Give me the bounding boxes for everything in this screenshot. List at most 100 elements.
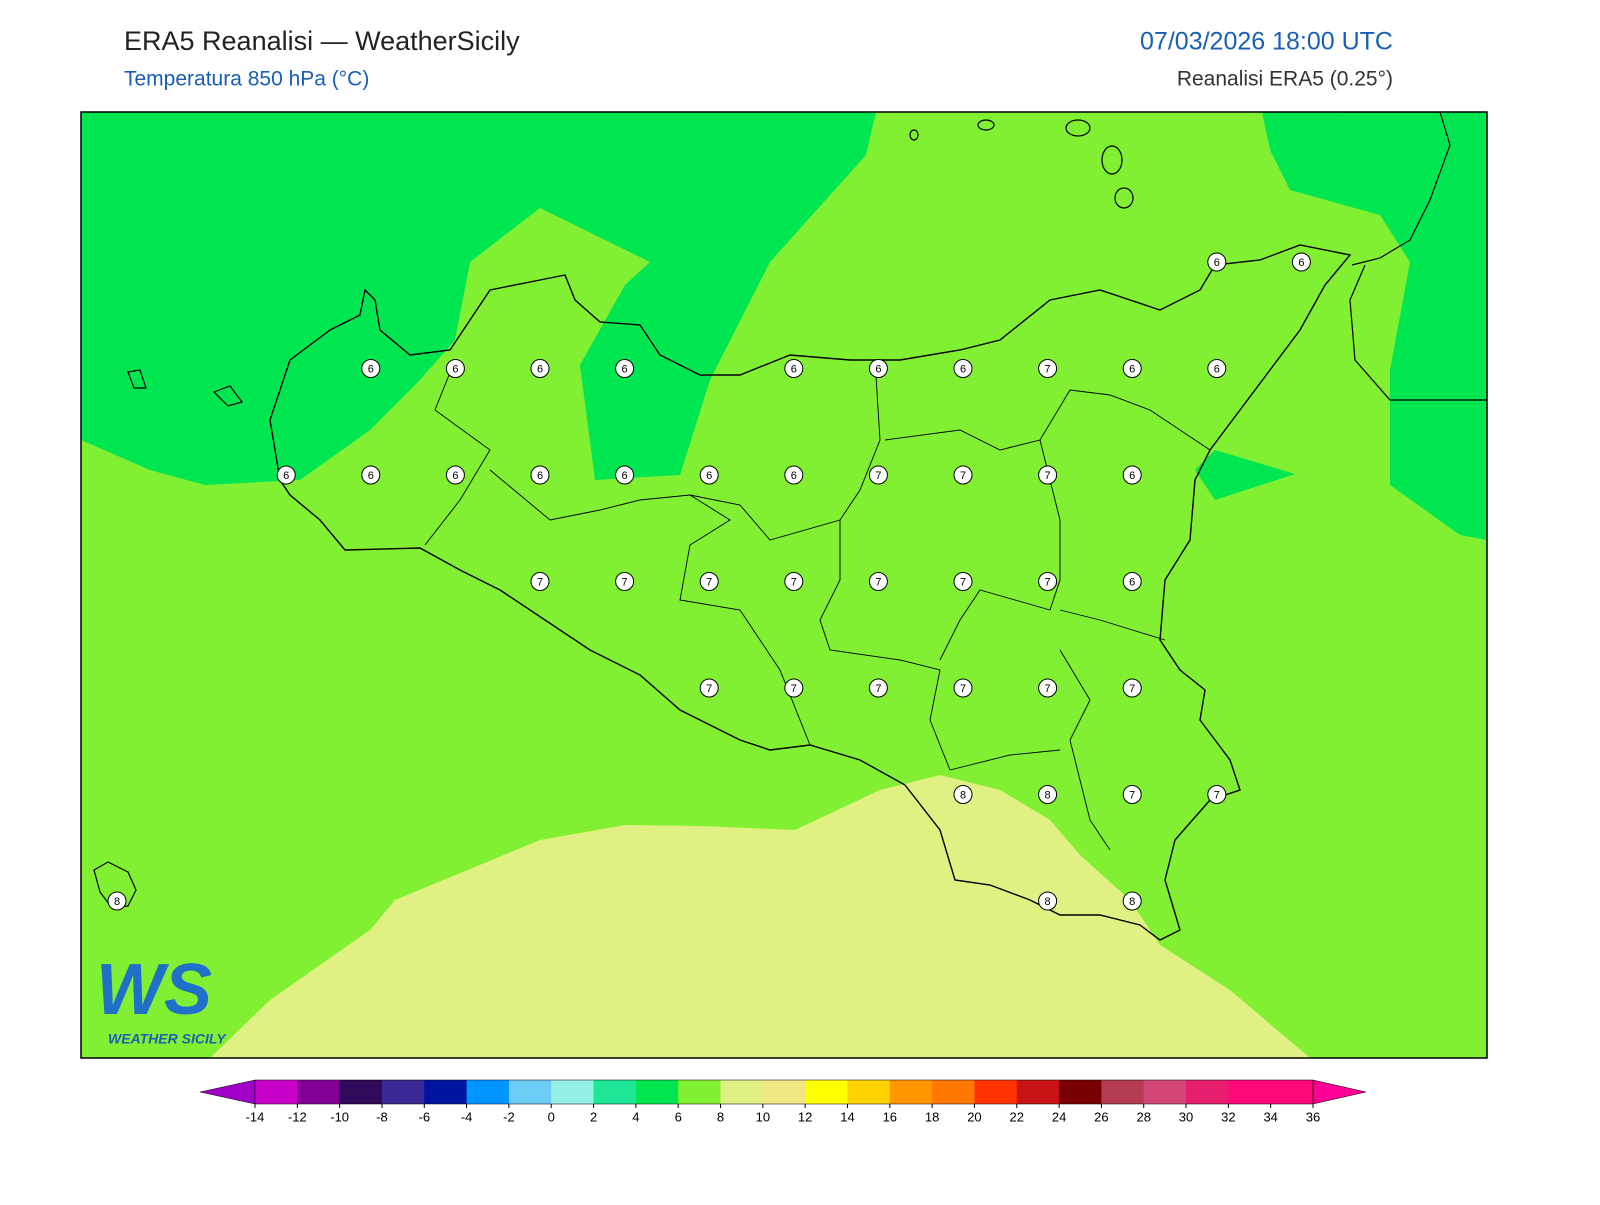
station-value: 6 <box>791 470 797 482</box>
station-value: 7 <box>960 470 966 482</box>
station-value: 6 <box>960 363 966 375</box>
station-marker <box>953 465 973 485</box>
station-value: 7 <box>1045 576 1051 588</box>
station-value: 8 <box>1045 896 1051 908</box>
station-value: 8 <box>1129 896 1135 908</box>
station-marker <box>953 678 973 698</box>
station-value: 6 <box>875 363 881 375</box>
station-marker <box>1122 465 1142 485</box>
colorbar-bin <box>255 1080 298 1104</box>
colorbar-tick-label: 14 <box>840 1109 854 1124</box>
colorbar-tick-label: 0 <box>548 1109 555 1124</box>
station-value: 7 <box>1214 789 1220 801</box>
station-value: 7 <box>1045 363 1051 375</box>
colorbar-bin <box>889 1080 933 1104</box>
station-value: 6 <box>1214 363 1220 375</box>
colorbar-tick-label: -14 <box>246 1109 265 1124</box>
station-marker <box>1038 465 1058 485</box>
station-marker <box>1122 891 1142 911</box>
logo: WS WEATHER SICILY <box>96 950 227 1047</box>
station-value: 7 <box>875 683 881 695</box>
station-marker <box>784 465 804 485</box>
station-value: 6 <box>706 470 712 482</box>
islands <box>93 119 1134 909</box>
colorbar-tick-label: 20 <box>967 1109 981 1124</box>
station-value: 7 <box>875 470 881 482</box>
station-value: 7 <box>622 576 628 588</box>
colorbar-tick-label: -6 <box>418 1109 430 1124</box>
colorbar-bin <box>1228 1080 1272 1104</box>
station-marker <box>868 572 888 591</box>
station-value: 7 <box>1129 683 1135 695</box>
field-4-6 <box>1262 112 1487 540</box>
colorbar: -14 -12 -10 -8 -6 -4 -2 0 2 4 6 8 10 12 14 16 18 20 22 24 26… <box>199 1079 1367 1124</box>
field-8-10 <box>210 775 1310 1058</box>
station-value: 6 <box>1129 363 1135 375</box>
logo-mark: WS <box>96 950 212 1030</box>
colorbar-tick-label: -2 <box>503 1109 515 1124</box>
colorbar-bin <box>1270 1080 1314 1104</box>
station-value: 6 <box>452 470 458 482</box>
colorbar-bin <box>297 1080 341 1104</box>
colorbar-bin <box>593 1080 637 1104</box>
colorbar-tick-label: 24 <box>1052 1109 1066 1124</box>
station-marker <box>530 359 550 378</box>
station-marker <box>107 891 127 911</box>
colorbar-tick-label: 6 <box>675 1109 682 1124</box>
station-marker <box>615 465 635 485</box>
colorbar-bin <box>551 1080 595 1104</box>
stations: 6 6 6 6 6 6 6 6 6 7 6 6 6 6 6 6 6 6 6 7 7 7 6 7 7 7 7 7 7 7 6 7 7 7 7 7 7 8 8 7… <box>107 252 1311 911</box>
station-marker <box>361 359 381 378</box>
colorbar-bin <box>508 1080 552 1104</box>
station-marker <box>699 572 719 591</box>
colorbar-tick-label: 10 <box>756 1109 770 1124</box>
station-value: 6 <box>1298 257 1304 269</box>
colorbar-bin <box>762 1080 806 1104</box>
title: ERA5 Reanalisi — WeatherSicily <box>124 26 520 56</box>
station-marker <box>1038 785 1058 804</box>
colorbar-bin <box>847 1080 891 1104</box>
station-value: 7 <box>1129 789 1135 801</box>
station-marker <box>953 785 973 804</box>
station-marker <box>784 572 804 591</box>
station-value: 8 <box>114 896 120 908</box>
station-value: 6 <box>1129 470 1135 482</box>
colorbar-bin <box>932 1080 975 1104</box>
station-marker <box>1038 891 1058 911</box>
station-marker <box>1038 678 1058 698</box>
station-marker <box>868 465 888 485</box>
station-marker <box>1122 359 1142 378</box>
station-value: 6 <box>537 470 543 482</box>
station-value: 6 <box>368 363 374 375</box>
station-value: 6 <box>452 363 458 375</box>
station-marker <box>615 572 635 591</box>
station-value: 7 <box>537 576 543 588</box>
station-value: 8 <box>960 789 966 801</box>
station-value: 7 <box>1045 683 1051 695</box>
colorbar-bin <box>805 1080 848 1104</box>
station-value: 6 <box>1129 576 1135 588</box>
map-frame <box>80 111 1488 1059</box>
station-value: 6 <box>537 363 543 375</box>
colorbar-bin <box>720 1080 764 1104</box>
station-marker <box>530 572 550 591</box>
colorbar-tick-label: 12 <box>798 1109 812 1124</box>
station-marker <box>615 359 635 378</box>
station-marker <box>1122 678 1142 698</box>
station-marker <box>953 359 973 378</box>
station-marker <box>1291 252 1311 272</box>
colorbar-tick-label: -10 <box>330 1109 349 1124</box>
colorbar-tick-label: -12 <box>288 1109 307 1124</box>
datetime: 07/03/2026 18:00 UTC <box>1140 28 1393 56</box>
colorbar-bin <box>974 1080 1018 1104</box>
colorbar-bin <box>466 1080 510 1104</box>
station-value: 6 <box>1214 257 1220 269</box>
station-value: 7 <box>960 576 966 588</box>
logo-name: WEATHER SICILY <box>108 1031 227 1047</box>
colorbar-tick-label: 8 <box>717 1109 724 1124</box>
colorbar-tick-label: 32 <box>1221 1109 1235 1124</box>
station-marker <box>1207 359 1227 378</box>
colorbar-bin <box>381 1080 425 1104</box>
station-marker <box>530 465 550 485</box>
